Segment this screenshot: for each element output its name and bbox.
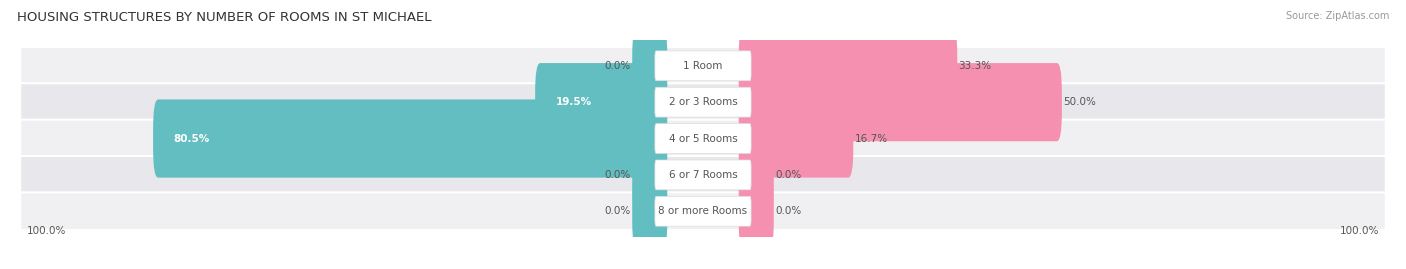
Text: 4 or 5 Rooms: 4 or 5 Rooms: [669, 133, 737, 144]
FancyBboxPatch shape: [20, 47, 1386, 85]
FancyBboxPatch shape: [738, 100, 853, 178]
FancyBboxPatch shape: [153, 100, 668, 178]
FancyBboxPatch shape: [20, 192, 1386, 230]
Text: 100.0%: 100.0%: [1340, 226, 1379, 236]
Text: Source: ZipAtlas.com: Source: ZipAtlas.com: [1285, 11, 1389, 21]
FancyBboxPatch shape: [633, 136, 668, 214]
FancyBboxPatch shape: [738, 172, 773, 250]
Text: 0.0%: 0.0%: [775, 206, 801, 216]
FancyBboxPatch shape: [655, 124, 751, 153]
Text: 16.7%: 16.7%: [855, 133, 887, 144]
FancyBboxPatch shape: [738, 27, 957, 105]
FancyBboxPatch shape: [738, 136, 773, 214]
FancyBboxPatch shape: [633, 172, 668, 250]
Text: HOUSING STRUCTURES BY NUMBER OF ROOMS IN ST MICHAEL: HOUSING STRUCTURES BY NUMBER OF ROOMS IN…: [17, 11, 432, 24]
Text: 100.0%: 100.0%: [27, 226, 66, 236]
Text: 6 or 7 Rooms: 6 or 7 Rooms: [669, 170, 737, 180]
FancyBboxPatch shape: [655, 87, 751, 117]
Text: 2 or 3 Rooms: 2 or 3 Rooms: [669, 97, 737, 107]
FancyBboxPatch shape: [655, 51, 751, 81]
FancyBboxPatch shape: [633, 27, 668, 105]
FancyBboxPatch shape: [20, 156, 1386, 194]
Text: 0.0%: 0.0%: [775, 170, 801, 180]
Text: 80.5%: 80.5%: [174, 133, 209, 144]
Text: 50.0%: 50.0%: [1063, 97, 1097, 107]
FancyBboxPatch shape: [20, 83, 1386, 121]
FancyBboxPatch shape: [738, 63, 1062, 141]
Text: 33.3%: 33.3%: [959, 61, 991, 71]
FancyBboxPatch shape: [655, 196, 751, 226]
Text: 1 Room: 1 Room: [683, 61, 723, 71]
Text: 0.0%: 0.0%: [605, 206, 631, 216]
Text: 0.0%: 0.0%: [605, 61, 631, 71]
FancyBboxPatch shape: [655, 160, 751, 190]
Text: 8 or more Rooms: 8 or more Rooms: [658, 206, 748, 216]
Text: 19.5%: 19.5%: [555, 97, 592, 107]
FancyBboxPatch shape: [536, 63, 668, 141]
FancyBboxPatch shape: [20, 120, 1386, 157]
Text: 0.0%: 0.0%: [605, 170, 631, 180]
